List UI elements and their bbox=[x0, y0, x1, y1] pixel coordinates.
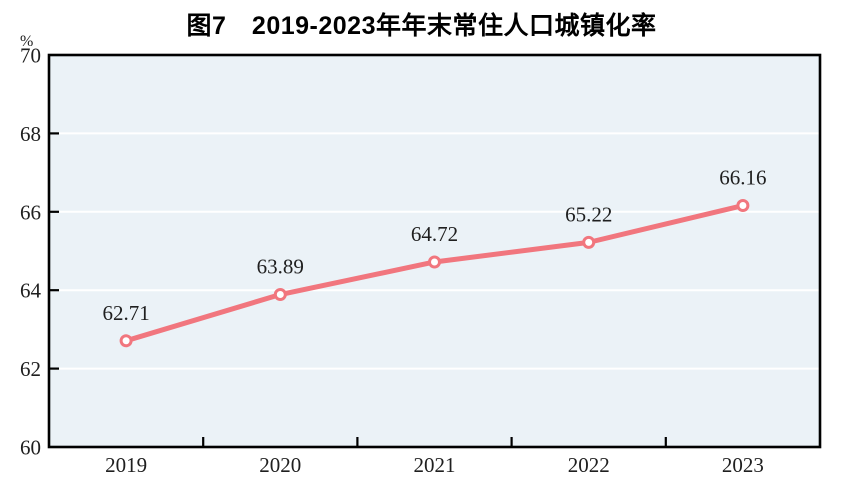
plot-area bbox=[49, 55, 820, 447]
data-point-marker bbox=[428, 255, 441, 269]
x-axis-label: 2019 bbox=[105, 453, 147, 477]
data-label: 66.16 bbox=[719, 166, 766, 190]
x-axis-label: 2020 bbox=[259, 453, 301, 477]
data-point-marker bbox=[582, 235, 596, 249]
data-point-marker bbox=[119, 334, 133, 348]
y-axis-label: 70 bbox=[20, 44, 41, 68]
x-axis-label: 2023 bbox=[722, 453, 764, 477]
y-axis-label: 68 bbox=[20, 122, 41, 146]
data-label: 62.71 bbox=[102, 301, 149, 325]
data-label: 63.89 bbox=[257, 255, 304, 279]
data-point-marker bbox=[736, 199, 750, 213]
data-label: 65.22 bbox=[565, 202, 612, 226]
plot-border bbox=[47, 53, 822, 449]
y-axis-label: 60 bbox=[20, 436, 41, 460]
chart-title: 图7 2019-2023年年末常住人口城镇化率 bbox=[186, 12, 657, 40]
data-label: 64.72 bbox=[411, 222, 458, 246]
y-axis-label: 64 bbox=[20, 279, 42, 303]
y-axis-label: 62 bbox=[20, 357, 41, 381]
data-point-marker bbox=[273, 288, 287, 302]
x-axis-label: 2021 bbox=[414, 453, 456, 477]
y-axis-label: 66 bbox=[20, 200, 41, 224]
y-axis-unit-label: % bbox=[20, 33, 33, 50]
x-axis-label: 2022 bbox=[568, 453, 610, 477]
